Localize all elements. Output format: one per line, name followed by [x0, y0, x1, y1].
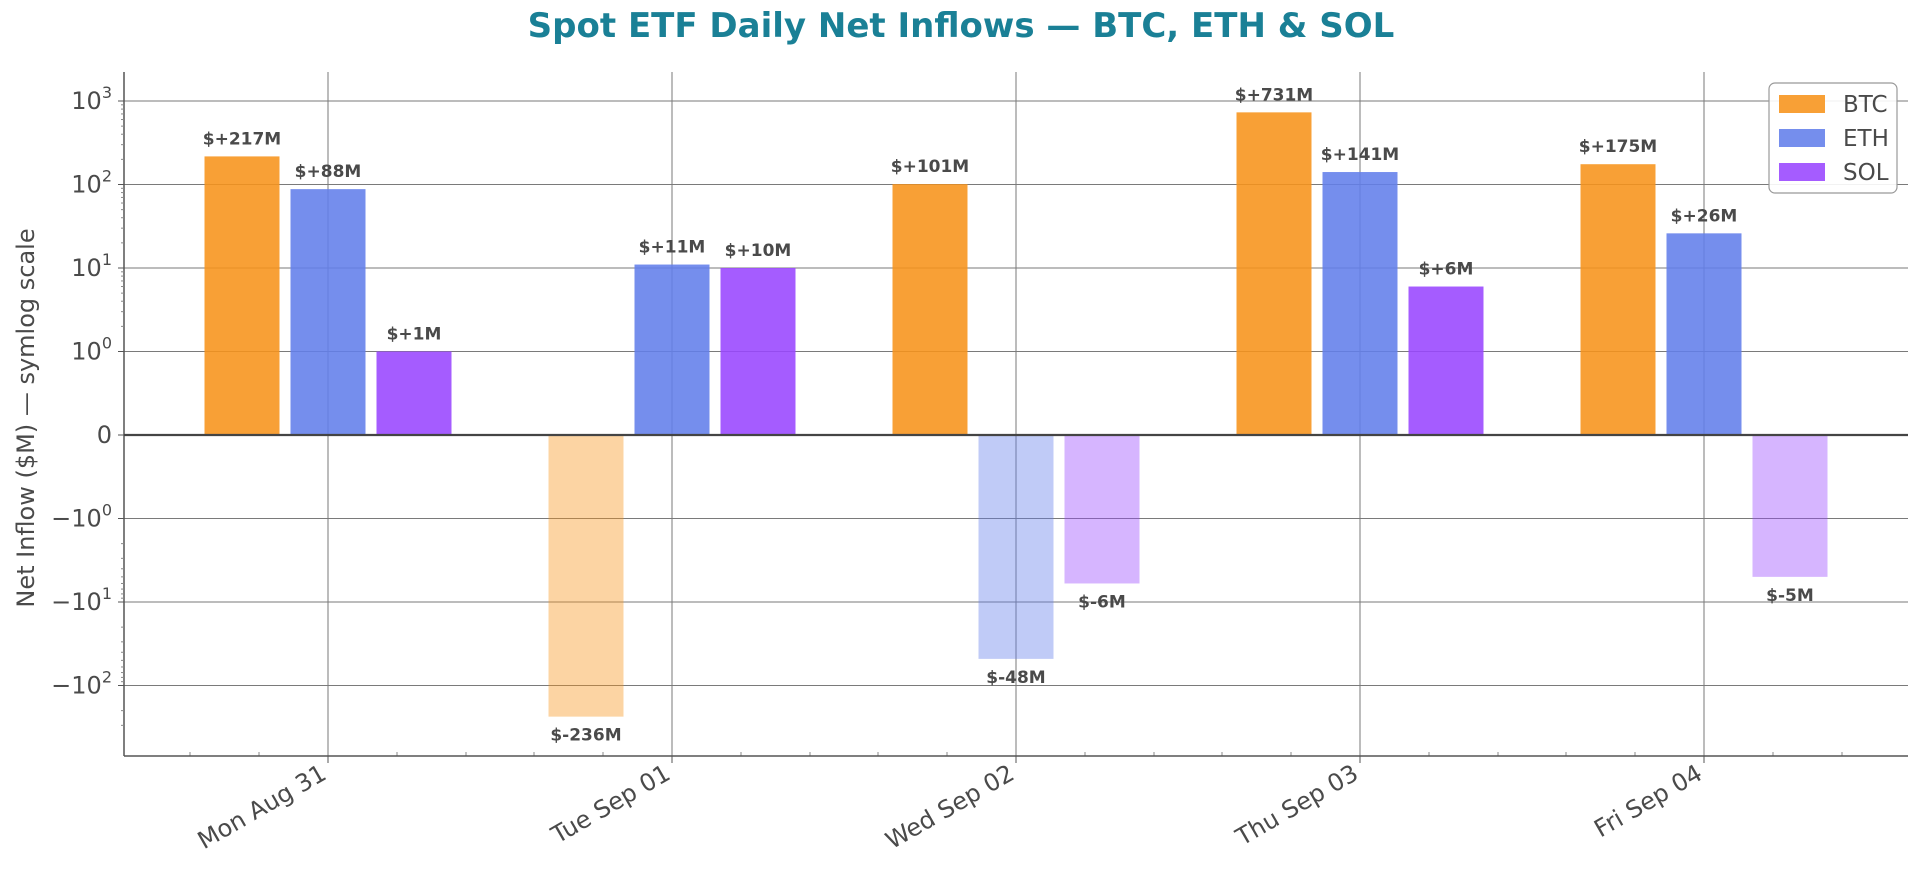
bar-sol-4: [1752, 435, 1828, 577]
data-label-btc-2: $+101M: [891, 157, 969, 177]
data-label-btc-1: $-236M: [550, 726, 621, 746]
x-tick-label: Tue Sep 01: [546, 759, 675, 850]
data-label-sol-2: $-6M: [1078, 592, 1126, 612]
data-label-btc-0: $+217M: [203, 129, 281, 149]
y-tick-label: −101: [51, 584, 112, 616]
bar-eth-0: [290, 189, 366, 435]
bar-btc-3: [1236, 112, 1312, 435]
bar-sol-2: [1064, 435, 1140, 584]
chart-title: Spot ETF Daily Net Inflows — BTC, ETH & …: [527, 6, 1395, 46]
bars: [204, 112, 1828, 717]
legend: BTC ETH SOL: [1768, 82, 1898, 194]
data-label-eth-3: $+141M: [1321, 145, 1399, 165]
legend-swatch-eth: [1779, 129, 1825, 147]
data-label-eth-0: $+88M: [295, 162, 362, 182]
data-labels: $+217M $-236M $+101M $+731M $+175M $+88M $+11M…: [203, 85, 1814, 745]
y-tick-label: 0: [97, 421, 112, 449]
legend-label-btc: BTC: [1843, 92, 1888, 118]
bar-sol-0: [376, 351, 452, 435]
legend-label-sol: SOL: [1843, 160, 1889, 186]
data-label-eth-4: $+26M: [1671, 206, 1738, 226]
data-label-sol-3: $+6M: [1419, 260, 1474, 280]
data-label-btc-4: $+175M: [1579, 137, 1657, 157]
bar-sol-1: [720, 268, 796, 435]
bar-eth-4: [1666, 233, 1742, 435]
bar-btc-1: [548, 435, 624, 717]
y-minor-ticks: [121, 104, 124, 726]
bar-eth-2: [978, 435, 1054, 659]
data-label-sol-0: $+1M: [387, 325, 442, 345]
x-tick-label: Fri Sep 04: [1589, 759, 1707, 843]
legend-swatch-btc: [1779, 95, 1825, 113]
bar-eth-1: [634, 264, 710, 435]
y-tick-label: 101: [71, 250, 112, 282]
y-tick-label: 103: [71, 83, 112, 115]
data-label-btc-3: $+731M: [1235, 85, 1313, 105]
data-label-eth-1: $+11M: [639, 238, 706, 258]
x-tick-label: Thu Sep 03: [1230, 759, 1363, 852]
bar-btc-2: [892, 184, 968, 435]
x-ticks: Mon Aug 31 Tue Sep 01 Wed Sep 02 Thu Sep 03…: [193, 756, 1707, 855]
legend-label-eth: ETH: [1843, 126, 1889, 152]
bar-sol-3: [1408, 286, 1484, 435]
bar-eth-3: [1322, 172, 1398, 435]
x-tick-label: Mon Aug 31: [193, 759, 331, 855]
bar-btc-0: [204, 156, 280, 435]
bar-btc-4: [1580, 164, 1656, 435]
data-label-sol-1: $+10M: [725, 241, 792, 261]
legend-swatch-sol: [1779, 163, 1825, 181]
y-tick-label: −102: [51, 668, 112, 700]
y-ticks: 103 102 101 100 0 −100 −101 −102: [51, 83, 124, 700]
x-tick-label: Wed Sep 02: [881, 759, 1019, 855]
y-tick-label: −100: [51, 501, 112, 533]
data-label-eth-2: $-48M: [986, 668, 1045, 688]
data-label-sol-4: $-5M: [1766, 586, 1814, 606]
y-axis-title: Net Inflow ($M) — symlog scale: [12, 228, 40, 607]
y-tick-label: 102: [71, 167, 112, 199]
y-tick-label: 100: [71, 334, 112, 366]
